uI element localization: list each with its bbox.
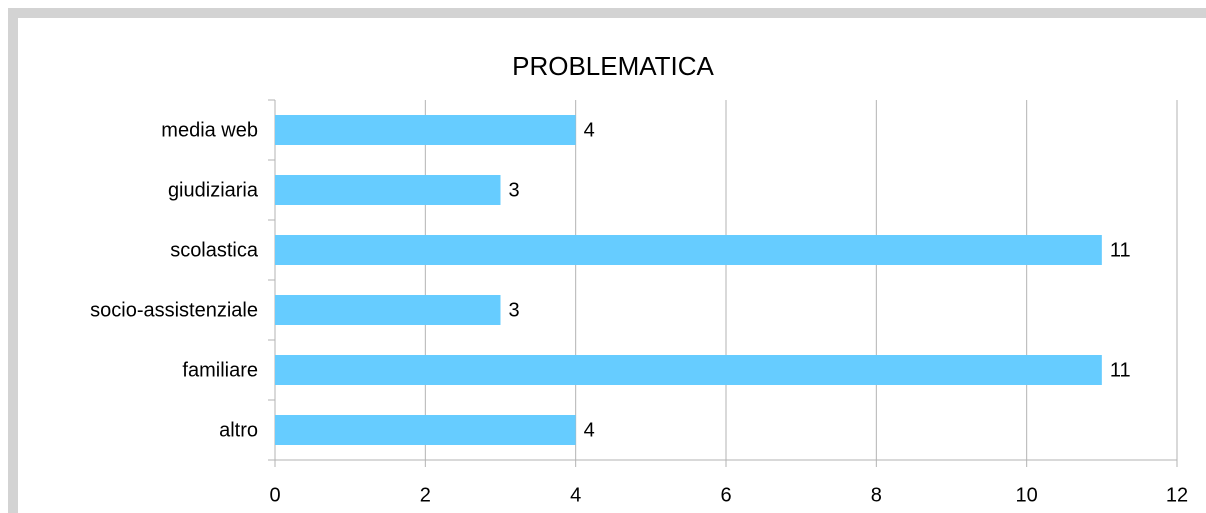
y-tick-label: altro — [219, 419, 258, 441]
data-label: 11 — [1110, 239, 1131, 261]
chart-title: PROBLEMATICA — [512, 51, 714, 81]
bar — [275, 235, 1102, 265]
data-label: 3 — [509, 179, 520, 201]
y-tick-label: scolastica — [170, 239, 259, 261]
data-label: 4 — [584, 419, 595, 441]
data-label: 3 — [509, 299, 520, 321]
bar — [275, 115, 576, 145]
bar — [275, 355, 1102, 385]
frame — [8, 8, 1206, 513]
x-tick-label: 10 — [1016, 484, 1038, 506]
bar — [275, 415, 576, 445]
x-tick-label: 4 — [570, 484, 581, 506]
x-tick-label: 0 — [269, 484, 280, 506]
x-tick-label: 12 — [1166, 484, 1188, 506]
bar — [275, 295, 501, 325]
x-tick-label: 6 — [720, 484, 731, 506]
y-tick-label: socio-assistenziale — [90, 299, 258, 321]
x-tick-label: 2 — [420, 484, 431, 506]
y-tick-label: media web — [161, 119, 258, 141]
data-label: 11 — [1110, 359, 1131, 381]
data-label: 4 — [584, 119, 595, 141]
y-tick-label: familiare — [182, 359, 258, 381]
y-tick-label: giudiziaria — [168, 179, 259, 201]
bar — [275, 175, 501, 205]
x-tick-label: 8 — [871, 484, 882, 506]
